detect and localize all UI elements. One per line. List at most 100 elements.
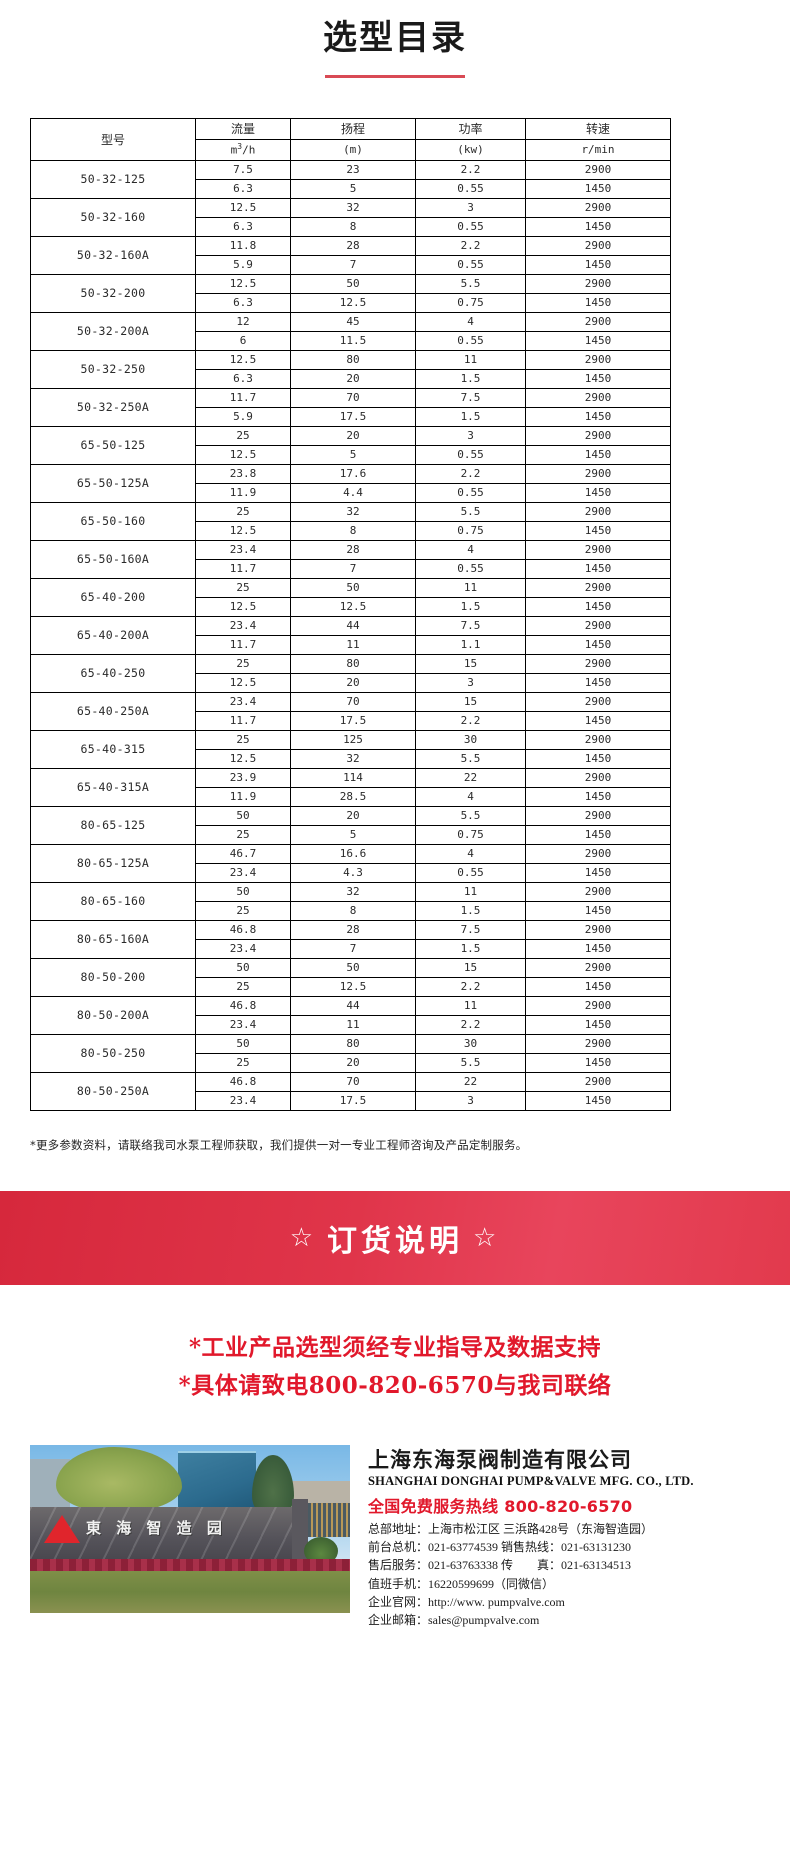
cell-head: 7 [290,558,416,579]
cell-flow: 23.9 [195,767,291,788]
cell-model: 80-65-125 [30,805,196,845]
cell-speed: 2900 [525,235,671,256]
cell-speed: 2900 [525,159,671,180]
cell-head: 12.5 [290,596,416,617]
hotline-number: 800-820-6570 [504,1496,633,1516]
company-name-cn: 上海东海泵阀制造有限公司 [368,1447,632,1472]
cell-head: 17.6 [290,463,416,484]
cell-model: 65-50-160A [30,539,196,579]
cell-power: 3 [415,197,526,218]
cell-flow: 46.8 [195,919,291,940]
table-row: 11.7 7 0.55 1450 [31,558,671,579]
cell-head: 8 [290,216,416,237]
table-row: 65-50-125 25 20 3 2900 [30,425,671,465]
photo-gate-fence [306,1502,350,1537]
cell-flow: 12 [195,311,291,332]
cell-power: 1.5 [415,596,526,617]
table-row: 50-32-160A 11.8 28 2.2 2900 [30,235,671,275]
cell-flow: 11.9 [195,482,291,503]
cell-speed: 2900 [525,463,671,484]
table-row: 65-50-160A 23.4 28 4 2900 [30,539,671,579]
cell-flow: 25 [195,1052,291,1073]
cell-flow: 11.9 [195,786,291,807]
cell-speed: 2900 [525,615,671,636]
cell-flow: 23.4 [195,862,291,883]
cell-speed: 2900 [525,843,671,864]
cell-flow: 12.5 [195,748,291,769]
cell-head: 8 [290,900,416,921]
cell-head: 4.4 [290,482,416,503]
cell-power: 3 [415,1090,526,1111]
table-row: 65-40-250A 23.4 70 15 2900 [30,691,671,731]
table-row: 23.4 17.5 3 1450 [31,1090,671,1111]
cell-power: 7.5 [415,615,526,636]
cell-flow: 6.3 [195,368,291,389]
cell-speed: 2900 [525,1033,671,1054]
cell-head: 28 [290,919,416,940]
cell-speed: 2900 [525,273,671,294]
table-row: 50-32-200 12.5 50 5.5 2900 [30,273,671,313]
cell-power: 0.55 [415,216,526,237]
flow-unit-sup: 3 [237,142,243,152]
cell-power: 2.2 [415,710,526,731]
cell-model: 50-32-200 [30,273,196,313]
cell-flow: 25 [195,501,291,522]
cell-head: 70 [290,691,416,712]
cell-head: 50 [290,577,416,598]
cell-flow: 25 [195,900,291,921]
cell-speed: 1450 [525,596,671,617]
table-row: 65-40-200 25 50 11 2900 [30,577,671,617]
cell-head: 5 [290,824,416,845]
cell-speed: 2900 [525,995,671,1016]
cell-power: 5.5 [415,1052,526,1073]
cell-flow: 46.7 [195,843,291,864]
photo-flower-bed [30,1558,350,1573]
cell-power: 11 [415,349,526,370]
table-row: 12.5 5 0.55 1450 [31,444,671,465]
cell-head: 11 [290,1014,416,1035]
cell-power: 11 [415,995,526,1016]
cell-head: 11.5 [290,330,416,351]
star-left-icon: ☆ [289,1222,317,1253]
cell-head: 7 [290,254,416,275]
cell-power: 2.2 [415,976,526,997]
cell-head: 16.6 [290,843,416,864]
cell-speed: 1450 [525,1014,671,1035]
cell-flow: 11.7 [195,558,291,579]
cell-speed: 2900 [525,767,671,788]
cell-power: 0.75 [415,824,526,845]
table-row: 5.9 7 0.55 1450 [31,254,671,275]
cell-head: 70 [290,387,416,408]
cell-power: 30 [415,729,526,750]
cell-flow: 12.5 [195,520,291,541]
cell-flow: 12.5 [195,273,291,294]
cell-power: 3 [415,672,526,693]
table-row: 6.3 12.5 0.75 1450 [31,292,671,313]
contact-line: 企业官网：http://www. pumpvalve.com [368,1594,565,1609]
cell-power: 22 [415,1071,526,1092]
cell-speed: 2900 [525,311,671,332]
cell-model: 65-40-250 [30,653,196,693]
cell-speed: 1450 [525,254,671,275]
cell-speed: 1450 [525,976,671,997]
cell-power: 0.75 [415,520,526,541]
cell-head: 20 [290,368,416,389]
cell-power: 22 [415,767,526,788]
cell-flow: 50 [195,881,291,902]
cell-speed: 2900 [525,501,671,522]
table-head: 型号 流量 扬程 功率 转速 m3/h (m) (kw) r/min [30,117,671,161]
table-row: 12.5 20 3 1450 [31,672,671,693]
page-header: 选型目录 [0,0,790,78]
hotline-label: 全国免费服务热线 [368,1496,499,1516]
cell-power: 2.2 [415,235,526,256]
cell-power: 30 [415,1033,526,1054]
cell-model: 80-50-250A [30,1071,196,1111]
photo-wall-pillar [292,1498,308,1561]
cell-flow: 6.3 [195,178,291,199]
photo-lawn [30,1570,350,1613]
cell-power: 5.5 [415,273,526,294]
cell-flow: 25 [195,653,291,674]
cell-power: 11 [415,881,526,902]
cell-head: 44 [290,995,416,1016]
banner-text-group: ☆ 订货说明 ☆ [290,1216,501,1260]
